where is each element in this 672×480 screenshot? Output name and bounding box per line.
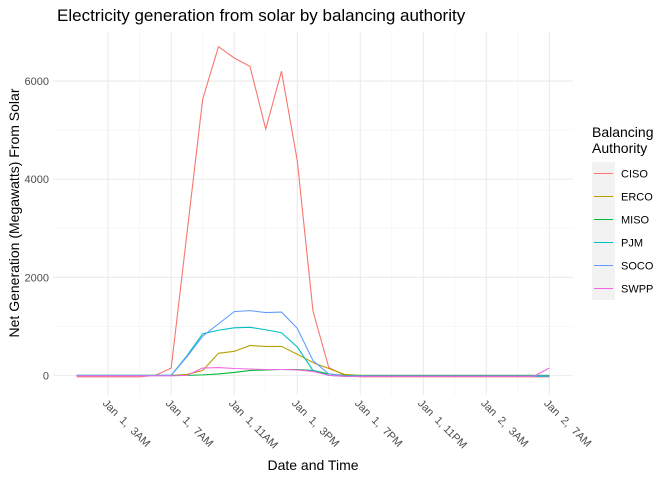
y-tick-label: 2000 [25,272,49,284]
legend-title: Balancing Authority [592,124,654,156]
legend-label: SOCO [621,261,654,273]
x-tick-label: Jan 1, 11PM [415,398,469,452]
series-line [76,326,550,377]
x-tick-label: Jan 1, 7PM [352,398,404,450]
y-tick-label: 0 [43,370,49,382]
x-axis-title: Date and Time [267,457,358,473]
x-tick-label: Jan 1, 11AM [226,398,280,452]
x-tick-label: Jan 1, 3PM [289,398,341,450]
y-tick-label: 4000 [25,174,49,186]
legend-label: CISO [621,169,648,181]
x-tick-label: Jan 1, 7AM [163,398,215,450]
x-tick-label: Jan 2, 3AM [478,398,530,450]
series-line [76,366,550,377]
legend-label: MISO [621,215,650,227]
series-line [76,45,550,378]
y-tick-label: 6000 [25,76,49,88]
legend-label: SWPP [621,284,653,296]
x-tick-label: Jan 1, 3AM [100,398,152,450]
x-tick-label: Jan 2, 7AM [541,398,593,450]
legend-label: PJM [621,238,643,250]
chart-title: Electricity generation from solar by bal… [57,6,466,25]
y-axis-title: Net Generation (Megawatts) From Solar [6,88,22,337]
legend-label: ERCO [621,192,653,204]
series-line [76,310,550,377]
